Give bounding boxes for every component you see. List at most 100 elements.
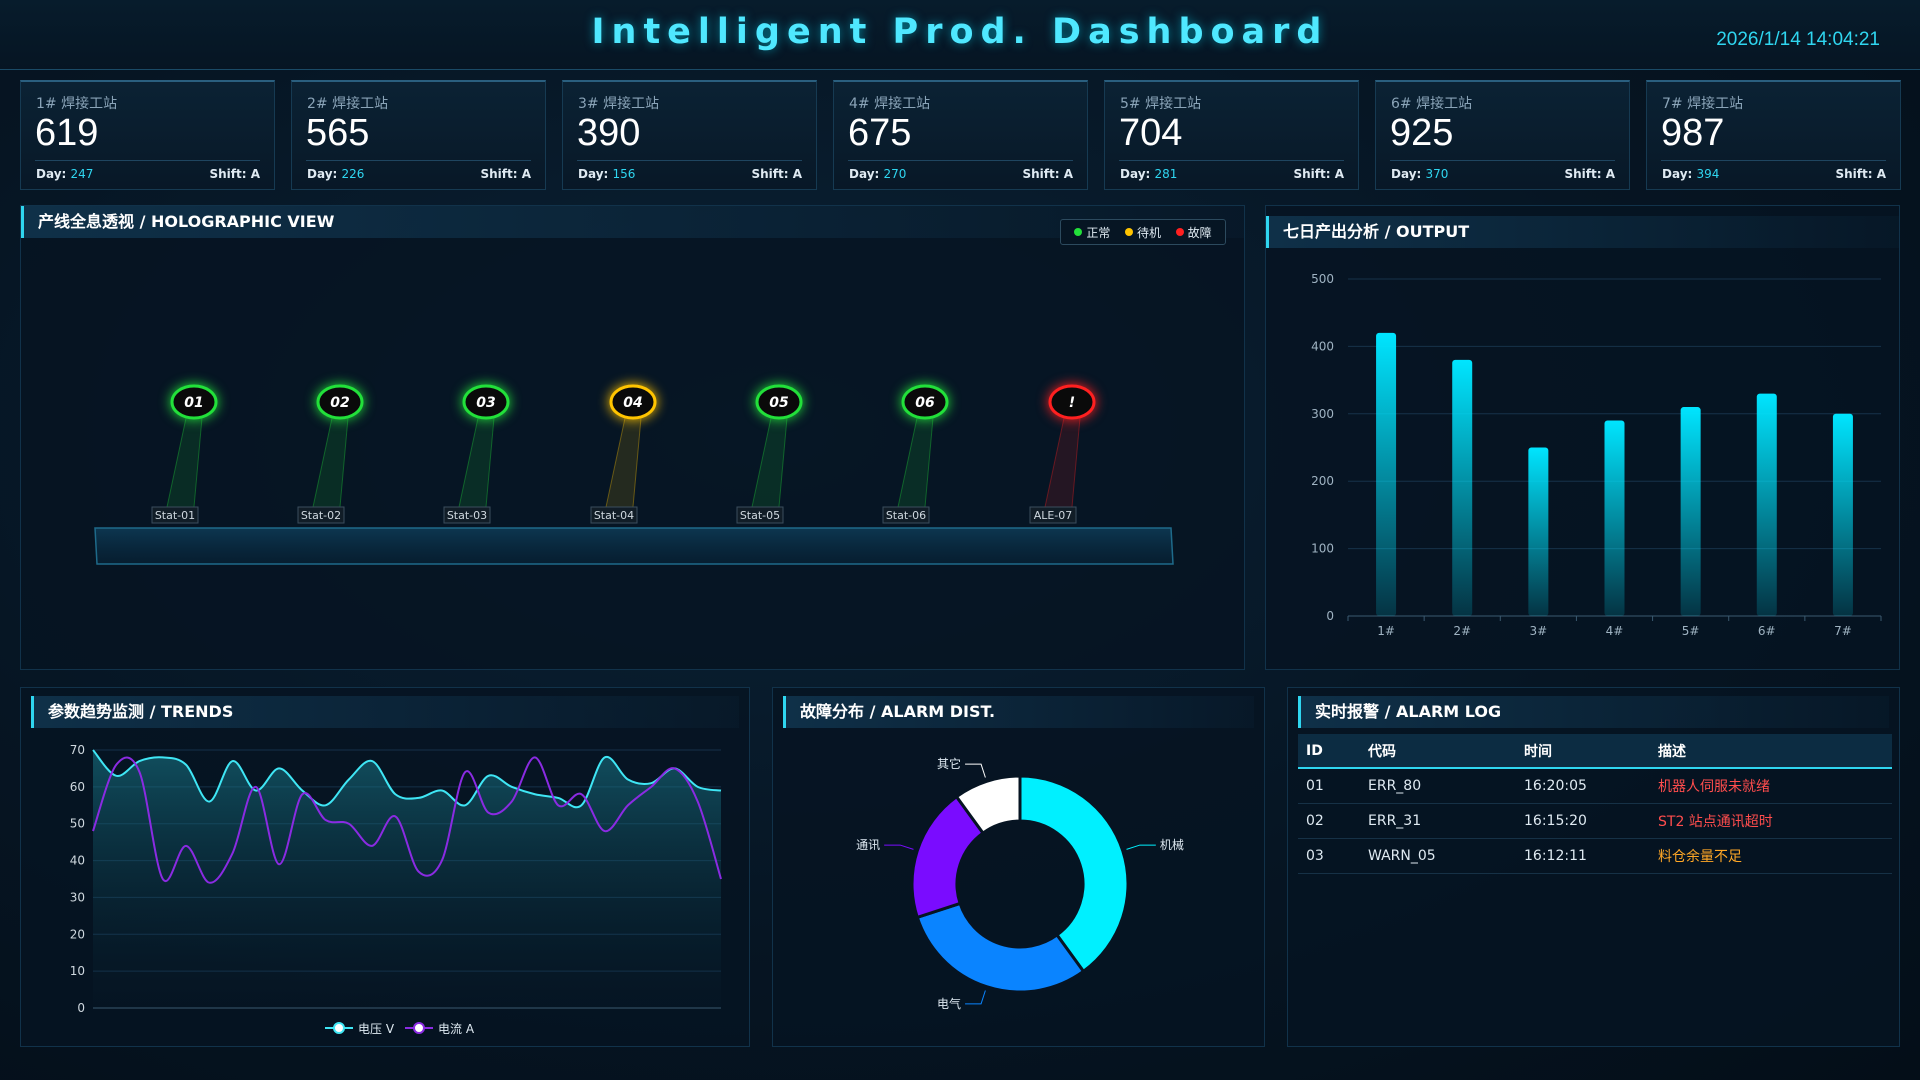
station-name: 2# 焊接工站 <box>307 96 389 112</box>
output-bar[interactable] <box>1452 359 1473 616</box>
station-card[interactable]: 3# 焊接工站 390 Day: 156 Shift: A <box>562 80 817 190</box>
x-tick-label: 4# <box>1606 624 1624 638</box>
station-name: 4# 焊接工站 <box>849 96 931 112</box>
alarm-code: ERR_31 <box>1360 803 1516 839</box>
legend-normal-label: 正常 <box>1086 225 1111 240</box>
day-label: Day: <box>1120 167 1151 181</box>
x-tick-label: 1# <box>1377 624 1395 638</box>
alarm-dist-panel: 故障分布 / ALARM DIST. 机械 电气 通讯 其它 <box>772 687 1265 1047</box>
node-beam <box>751 417 788 508</box>
node-beam <box>1044 417 1081 508</box>
station-name: 1# 焊接工站 <box>36 96 118 112</box>
node-badge-text: 05 <box>769 395 789 411</box>
y-tick-label: 0 <box>77 1001 85 1015</box>
donut-slice[interactable] <box>1018 774 1130 974</box>
node-label-plate <box>1029 506 1077 524</box>
trend-legend-item[interactable]: 电压 V <box>325 1022 395 1036</box>
station-node[interactable]: 01 Stat-01 <box>151 384 218 524</box>
donut-slice[interactable] <box>915 901 1086 994</box>
station-name: 7# 焊接工站 <box>1662 96 1744 112</box>
day-label: Day: <box>36 167 67 181</box>
station-node[interactable]: 05 Stat-05 <box>736 384 803 524</box>
current-line[interactable] <box>92 756 722 884</box>
station-node[interactable]: 04 Stat-04 <box>590 384 657 524</box>
day-count: 370 <box>1425 167 1449 181</box>
station-total: 675 <box>848 112 912 154</box>
slice-leader-line <box>884 844 914 850</box>
station-node[interactable]: ! ALE-07 <box>1029 384 1096 524</box>
node-badge <box>901 384 949 420</box>
station-card[interactable]: 7# 焊接工站 987 Day: 394 Shift: A <box>1646 80 1901 190</box>
voltage-line[interactable] <box>92 749 722 809</box>
y-tick-label: 20 <box>70 927 85 941</box>
card-divider <box>848 160 1073 161</box>
station-node[interactable]: 06 Stat-06 <box>882 384 949 524</box>
alarm-row[interactable]: 01 ERR_80 16:20:05 机器人伺服未就绪 <box>1298 768 1892 804</box>
slice-leader-line <box>965 763 986 778</box>
datetime-display: 2026/1/14 14:04:21 <box>1716 29 1880 50</box>
alarm-code: WARN_05 <box>1360 838 1516 874</box>
node-badge <box>462 384 510 420</box>
station-total: 925 <box>1390 112 1454 154</box>
legend-standby-label: 待机 <box>1136 225 1161 240</box>
y-tick-label: 70 <box>70 743 85 757</box>
alarm-id: 02 <box>1298 803 1360 839</box>
output-bar[interactable] <box>1756 393 1777 616</box>
output-bar[interactable] <box>1680 407 1701 616</box>
trends-line-chart: 0 10 20 30 40 50 60 70 电压 V 电流 A <box>70 743 722 1036</box>
output-bar[interactable] <box>1604 420 1625 616</box>
alarm-id: 03 <box>1298 838 1360 874</box>
station-card[interactable]: 6# 焊接工站 925 Day: 370 Shift: A <box>1375 80 1630 190</box>
node-label: Stat-04 <box>594 509 634 522</box>
node-label-plate <box>590 506 638 524</box>
node-beam <box>897 417 934 508</box>
station-node[interactable]: 03 Stat-03 <box>443 384 510 524</box>
node-label: Stat-02 <box>301 509 341 522</box>
alarm-desc: ST2 站点通讯超时 <box>1650 803 1892 839</box>
station-day: Day: 247 <box>36 167 93 181</box>
alarm-desc: 机器人伺服未就绪 <box>1650 768 1892 804</box>
col-desc: 描述 <box>1650 734 1892 769</box>
legend-marker <box>333 1022 345 1034</box>
station-day: Day: 156 <box>578 167 635 181</box>
output-title: 七日产出分析 / OUTPUT <box>1266 216 1899 248</box>
y-tick-label: 50 <box>70 817 85 831</box>
station-shift: Shift: A <box>1293 167 1344 181</box>
node-label-plate <box>151 506 199 524</box>
node-label-plate <box>443 506 491 524</box>
donut-slice[interactable] <box>954 774 1022 836</box>
output-bar[interactable] <box>1528 447 1549 617</box>
y-tick-label: 200 <box>1311 474 1334 488</box>
station-card[interactable]: 2# 焊接工站 565 Day: 226 Shift: A <box>291 80 546 190</box>
station-node[interactable]: 02 Stat-02 <box>297 384 364 524</box>
day-label: Day: <box>578 167 609 181</box>
node-beam <box>312 417 349 508</box>
node-badge <box>755 384 803 420</box>
alarm-time: 16:15:20 <box>1516 803 1650 839</box>
alarm-row[interactable]: 03 WARN_05 16:12:11 料仓余量不足 <box>1298 838 1892 874</box>
station-shift: Shift: A <box>1022 167 1073 181</box>
y-tick-label: 60 <box>70 780 85 794</box>
station-card[interactable]: 1# 焊接工站 619 Day: 247 Shift: A <box>20 80 275 190</box>
day-label: Day: <box>1391 167 1422 181</box>
col-code: 代码 <box>1360 734 1516 769</box>
legend-label: 电流 A <box>438 1022 475 1036</box>
alarm-id: 01 <box>1298 768 1360 804</box>
trend-legend-item[interactable]: 电流 A <box>405 1022 475 1036</box>
output-bar[interactable] <box>1376 332 1397 616</box>
x-tick-label: 7# <box>1834 624 1852 638</box>
y-tick-label: 400 <box>1311 339 1334 353</box>
y-tick-label: 10 <box>70 964 85 978</box>
station-card[interactable]: 5# 焊接工站 704 Day: 281 Shift: A <box>1104 80 1359 190</box>
station-card[interactable]: 4# 焊接工站 675 Day: 270 Shift: A <box>833 80 1088 190</box>
output-bar[interactable] <box>1832 413 1853 616</box>
node-label: Stat-06 <box>886 509 926 522</box>
y-tick-label: 0 <box>1326 609 1334 623</box>
node-badge-text: 06 <box>915 395 935 411</box>
y-tick-label: 100 <box>1311 542 1334 556</box>
legend-fault: 故障 <box>1175 224 1212 241</box>
node-beam <box>458 417 495 508</box>
col-time: 时间 <box>1516 734 1650 769</box>
legend-standby-dot <box>1124 228 1133 236</box>
alarm-row[interactable]: 02 ERR_31 16:15:20 ST2 站点通讯超时 <box>1298 803 1892 839</box>
